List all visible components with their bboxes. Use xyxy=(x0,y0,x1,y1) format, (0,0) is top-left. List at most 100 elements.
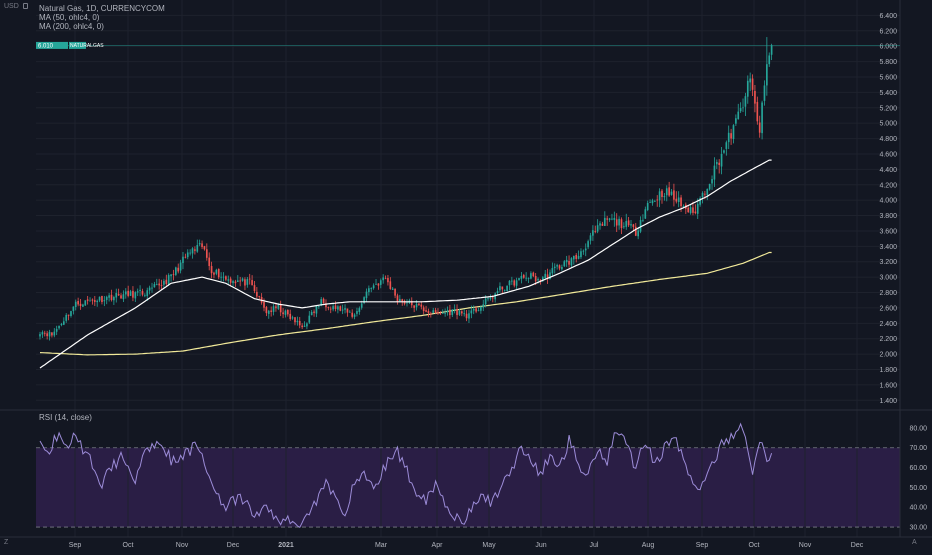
candle-body xyxy=(437,311,439,314)
candle-body xyxy=(253,285,256,291)
candle-body xyxy=(62,321,65,325)
candle-body xyxy=(258,296,261,297)
candle-body xyxy=(294,317,296,323)
auto-scale-button[interactable]: A xyxy=(912,539,917,546)
candle-body xyxy=(210,266,213,274)
candle-body xyxy=(317,306,320,307)
price-tick-label: 6.400 xyxy=(879,13,897,20)
price-tick-label: 2.600 xyxy=(879,305,897,312)
candle-body xyxy=(563,261,566,267)
candle-body xyxy=(117,293,120,296)
rsi-layer xyxy=(36,422,900,529)
candle-body xyxy=(599,223,601,226)
candle-body xyxy=(432,310,435,313)
candle-body xyxy=(365,291,368,299)
candle-body xyxy=(544,273,547,279)
candle-body xyxy=(661,190,663,198)
candle-body xyxy=(124,291,127,295)
legend-rsi[interactable]: RSI (14, close) xyxy=(39,413,92,422)
candle-body xyxy=(465,313,468,319)
candle-body xyxy=(727,132,730,143)
candle-body xyxy=(179,262,182,271)
candle-body xyxy=(718,162,721,165)
candle-body xyxy=(515,280,518,286)
time-tick-label: Oct xyxy=(123,542,134,549)
rsi-tick-label: 40.00 xyxy=(909,505,927,512)
candle-body xyxy=(113,296,115,301)
candle-body xyxy=(477,310,480,312)
candle-body xyxy=(129,291,132,296)
candle-body xyxy=(110,294,113,300)
candle-body xyxy=(542,277,544,281)
candle-body xyxy=(236,280,239,283)
candle-body xyxy=(167,275,170,285)
candle-body xyxy=(291,317,294,319)
candle-body xyxy=(427,310,430,314)
candle-body xyxy=(763,85,766,101)
rsi-tick-label: 70.00 xyxy=(909,445,927,452)
candle-body xyxy=(451,309,454,315)
candle-body xyxy=(413,305,415,308)
ma50-line xyxy=(39,159,772,369)
candle-body xyxy=(732,125,735,139)
candle-body xyxy=(694,211,697,214)
candle-body xyxy=(415,303,418,308)
candle-body xyxy=(120,295,122,299)
candle-body xyxy=(444,312,446,314)
legend-symbol[interactable]: Natural Gas, 1D, CURRENCYCOM xyxy=(39,4,165,13)
candle-body xyxy=(246,279,249,285)
candle-body xyxy=(687,207,690,213)
timezone-button[interactable]: Z xyxy=(4,539,9,546)
candle-body xyxy=(556,265,558,267)
time-tick-label: Aug xyxy=(642,542,655,549)
time-tick-label: Jul xyxy=(590,542,599,549)
candle-body xyxy=(51,332,53,336)
candle-body xyxy=(663,196,666,198)
legend-ma50[interactable]: MA (50, ohlc4, 0) xyxy=(39,13,100,22)
candle-body xyxy=(615,219,618,226)
candle-body xyxy=(89,300,91,302)
legend-ma200[interactable]: MA (200, ohlc4, 0) xyxy=(39,22,104,31)
price-tick-label: 5.000 xyxy=(879,121,897,128)
candle-body xyxy=(108,295,110,298)
candle-body xyxy=(673,190,675,200)
candle-body xyxy=(387,278,389,283)
candle-body xyxy=(537,278,539,281)
ma200-line xyxy=(39,251,772,356)
candle-body xyxy=(208,257,211,267)
ma50-layer xyxy=(39,159,772,369)
candle-body xyxy=(568,260,570,265)
candle-body xyxy=(239,280,242,282)
candle-body xyxy=(758,122,761,133)
candle-body xyxy=(511,280,513,282)
currency-text: USD xyxy=(4,3,19,10)
candle-body xyxy=(534,275,537,282)
candle-body xyxy=(296,320,299,323)
time-tick-label: Dec xyxy=(227,542,240,549)
candle-body xyxy=(532,272,535,277)
candle-body xyxy=(372,285,375,289)
rsi-tick-label: 30.00 xyxy=(909,525,927,532)
candle-body xyxy=(186,252,189,258)
candle-body xyxy=(339,306,342,311)
candle-body xyxy=(601,223,604,226)
candle-body xyxy=(58,325,60,329)
candle-body xyxy=(596,225,599,232)
candle-body xyxy=(699,198,701,205)
time-tick-label: Apr xyxy=(432,542,444,549)
candle-body xyxy=(620,219,623,229)
candle-body xyxy=(508,280,511,286)
currency-label[interactable]: USD xyxy=(4,3,28,10)
candle-body xyxy=(401,299,404,302)
rsi-tick-label: 50.00 xyxy=(909,485,927,492)
candle-body xyxy=(368,288,370,293)
candle-body xyxy=(651,200,654,204)
candle-body xyxy=(141,290,144,295)
candle-body xyxy=(351,312,354,317)
candle-body xyxy=(580,251,582,258)
candle-body xyxy=(134,292,137,299)
candle-body xyxy=(396,295,399,302)
candle-body xyxy=(346,308,349,313)
candle-body xyxy=(303,325,306,327)
